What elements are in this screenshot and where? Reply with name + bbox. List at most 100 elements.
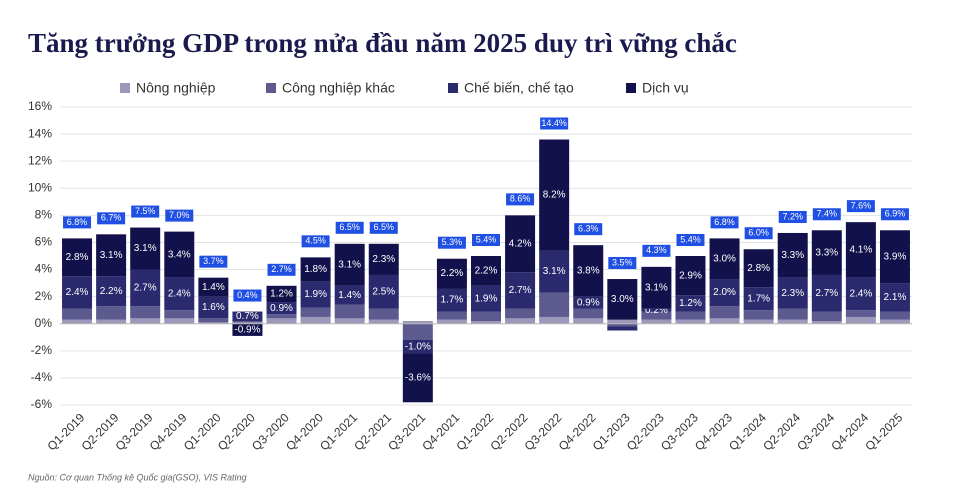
data-label: 3.8%	[577, 266, 600, 277]
legend-label: Chế biến, chế tạo	[464, 80, 574, 96]
bar-segment	[402, 339, 433, 354]
bar-segment	[743, 310, 774, 320]
data-label: 1.7%	[441, 295, 464, 306]
bar-segment	[130, 269, 161, 307]
total-box	[335, 221, 364, 234]
data-label: 2.3%	[781, 288, 804, 299]
data-label: 2.2%	[475, 266, 498, 277]
bar-segment	[198, 277, 229, 297]
bar-segment	[62, 308, 93, 320]
bar-segment	[709, 238, 740, 280]
data-label: 4.1%	[849, 245, 872, 256]
bar-segment	[471, 321, 501, 324]
bar-segment	[607, 326, 638, 331]
bar-segment	[811, 230, 842, 275]
bar-segment	[232, 321, 263, 323]
y-tick-label: 2%	[35, 289, 53, 303]
data-label: 2.5%	[372, 287, 395, 298]
data-label: 2.7%	[815, 288, 838, 299]
bar-segment	[675, 311, 706, 320]
data-label: 1.2%	[270, 289, 293, 300]
bar-segment	[334, 285, 365, 305]
y-tick-label: 0%	[35, 316, 53, 330]
total-label: 0.4%	[237, 290, 258, 300]
data-label: 1.6%	[202, 302, 225, 313]
bar-segment	[879, 283, 910, 312]
total-label: 7.6%	[851, 201, 872, 211]
bar-segment	[675, 295, 706, 312]
data-label: 2.4%	[168, 289, 191, 300]
total-label: 14.4%	[541, 118, 567, 128]
total-label: 4.3%	[646, 245, 667, 255]
total-label: 6.5%	[374, 222, 395, 232]
bar-segment	[539, 292, 570, 317]
total-label: 6.5%	[339, 222, 360, 232]
bar-segment	[334, 304, 365, 319]
bar-segment	[675, 319, 706, 324]
bar-segment	[845, 310, 876, 317]
bar-segment	[777, 319, 808, 324]
data-label: 3.0%	[713, 253, 736, 264]
total-box	[574, 223, 603, 236]
bar-segment	[402, 353, 433, 403]
total-box	[506, 193, 535, 206]
bar-segment	[334, 318, 365, 324]
bar-segment	[539, 250, 570, 293]
data-label: -0.9%	[234, 324, 260, 335]
bar-segment	[777, 308, 808, 320]
bar-segment	[368, 319, 399, 324]
y-tick-label: -6%	[31, 397, 53, 411]
data-label: 2.8%	[66, 252, 89, 263]
bar-segment	[505, 215, 536, 273]
bar-segment	[573, 318, 604, 324]
bar-segment	[96, 234, 127, 277]
total-box	[540, 117, 569, 130]
legend-swatch	[626, 83, 636, 93]
data-label: 1.4%	[338, 290, 361, 301]
bar-segment	[436, 288, 467, 312]
bar-segment	[96, 276, 127, 307]
bar-segment	[300, 307, 331, 317]
bar-segment	[62, 276, 93, 309]
data-label: 0.9%	[577, 297, 600, 308]
total-box	[233, 289, 262, 302]
total-box	[63, 216, 92, 229]
bar-segment	[505, 318, 536, 324]
bar-segment	[266, 318, 297, 324]
x-tick-label: Q1-2025	[862, 410, 905, 453]
y-tick-label: 4%	[35, 262, 53, 276]
bar-segment	[743, 287, 774, 311]
total-label: 5.4%	[680, 234, 701, 244]
data-label: 3.4%	[168, 249, 191, 260]
source-note: Nguồn: Cơ quan Thống kê Quốc gia(GSO), V…	[28, 472, 247, 482]
bar-segment	[709, 306, 740, 319]
data-label: 1.4%	[202, 282, 225, 293]
bar-segment	[402, 321, 433, 324]
data-label: 2.9%	[679, 270, 702, 281]
bar-segment	[62, 319, 93, 324]
total-label: 2.7%	[271, 264, 292, 274]
total-box	[131, 205, 160, 218]
bar-segment	[436, 311, 467, 320]
bar-segment	[266, 285, 297, 303]
data-label: -3.6%	[405, 373, 431, 384]
data-label: 0.2%	[645, 305, 668, 316]
y-tick-label: 8%	[35, 208, 53, 222]
total-box	[369, 221, 398, 234]
total-box	[199, 255, 228, 268]
bar-segment	[300, 257, 331, 282]
total-label: 7.0%	[169, 210, 190, 220]
bar-segment	[641, 311, 672, 320]
bar-segment	[743, 319, 774, 324]
bar-segment	[266, 302, 297, 315]
bar-segment	[266, 314, 297, 319]
data-label: 1.8%	[304, 264, 327, 275]
total-label: 5.3%	[442, 237, 463, 247]
data-label: 2.4%	[849, 289, 872, 300]
data-label: 3.9%	[884, 251, 907, 262]
bar-segment	[573, 245, 604, 297]
bar-segment	[811, 311, 842, 322]
bar-segment	[164, 231, 195, 278]
data-label: 1.7%	[747, 293, 770, 304]
